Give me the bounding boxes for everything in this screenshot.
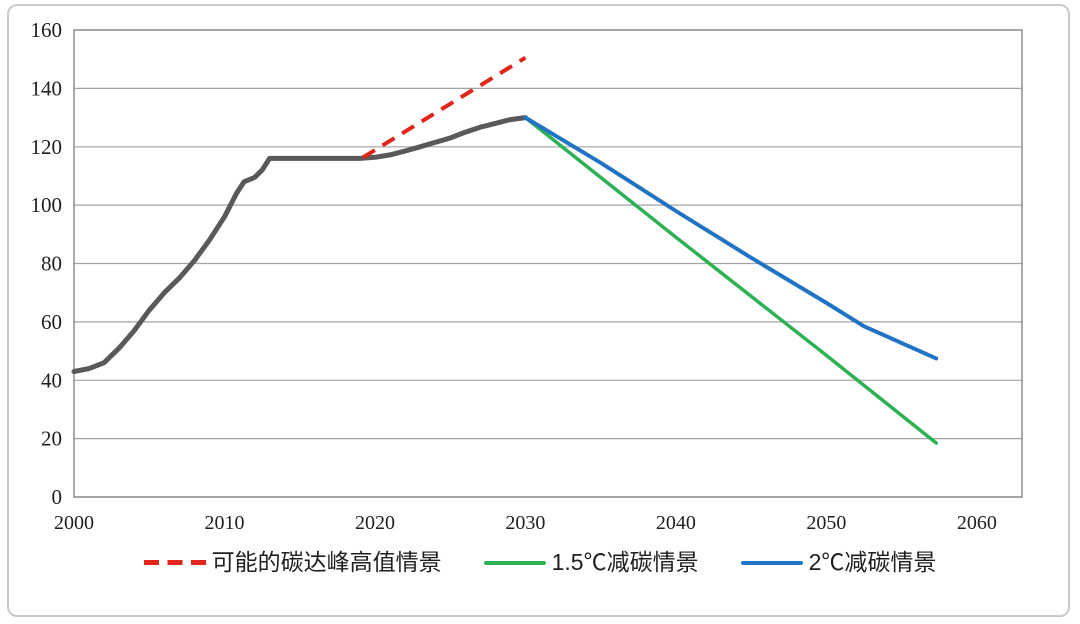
series-historical-emissions: [71, 115, 528, 374]
peak-high-scenario-line-swatch-icon: [143, 560, 206, 566]
series-peak-high-scenario: [361, 55, 527, 160]
y-tick-label: 120: [31, 135, 63, 159]
y-tick-label: 80: [41, 252, 62, 276]
y-tick-label: 60: [41, 310, 62, 334]
legend-label: 可能的碳达峰高值情景: [211, 549, 442, 575]
legend-item-scenario-2c: 2℃减碳情景: [740, 549, 937, 577]
x-tick-label: 2020: [355, 512, 395, 534]
legend-label: 1.5℃减碳情景: [551, 549, 699, 575]
x-tick-label: 2010: [205, 512, 245, 534]
scenario-1-5c-line-swatch-icon: [483, 560, 546, 565]
legend-item-scenario-1-5c: 1.5℃减碳情景: [483, 549, 699, 577]
x-tick-label: 2040: [656, 512, 696, 534]
x-tick-label: 2060: [957, 512, 997, 534]
legend-item-peak-high-scenario: 可能的碳达峰高值情景: [143, 549, 442, 577]
y-tick-label: 100: [31, 193, 63, 217]
y-tick-label: 20: [41, 427, 62, 451]
x-tick-label: 2030: [505, 512, 545, 534]
series-scenario-2c: [523, 115, 939, 361]
y-tick-label: 140: [31, 76, 63, 100]
y-tick-label: 160: [31, 18, 63, 42]
series-scenario-1-5c: [523, 115, 938, 445]
scenario-2c-line-swatch-icon: [740, 560, 803, 565]
x-tick-label: 2000: [54, 512, 94, 534]
plot-border: [73, 29, 1023, 498]
y-tick-label: 40: [41, 368, 62, 392]
y-tick-label: 0: [52, 485, 63, 509]
x-tick-label: 2050: [806, 512, 846, 534]
legend-label: 2℃减碳情景: [808, 549, 937, 575]
chart-legend: 可能的碳达峰高值情景 1.5℃减碳情景 2℃减碳情景: [0, 549, 1080, 577]
